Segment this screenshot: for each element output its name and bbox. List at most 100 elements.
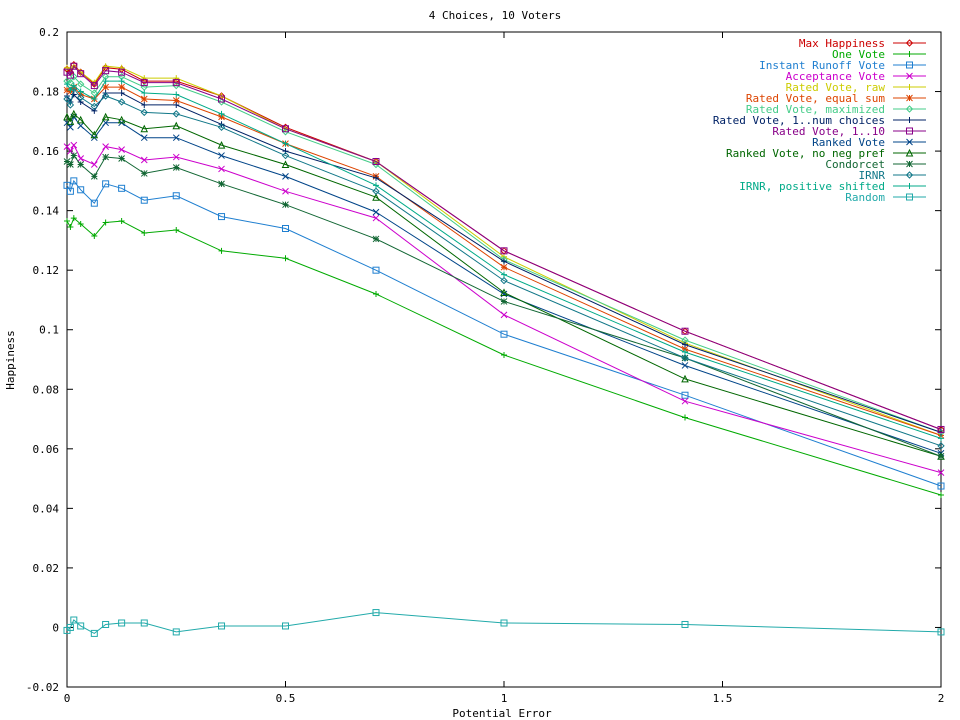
series-2 [63,177,945,490]
data-point [77,221,84,228]
legend-label: Ranked Vote, no neg pref [726,147,885,160]
y-tick-label: 0.04 [33,502,60,515]
data-point [117,98,126,106]
data-point [118,64,125,71]
data-point [501,258,507,265]
legend-label: IRNR, positive shifted [739,180,885,193]
data-point [172,79,180,87]
series-line [66,154,942,457]
series-line [66,65,942,430]
data-point [282,201,289,209]
x-tick-label: 1.5 [713,692,733,705]
data-point [500,619,508,627]
data-point [681,397,689,405]
data-point [70,109,78,118]
data-point [500,330,508,338]
legend-label: One Vote [832,48,885,61]
data-point [67,123,74,131]
data-point [140,108,148,117]
data-point [66,78,75,87]
legend-label: IRNR [859,169,886,182]
data-point [218,622,226,630]
data-point [77,122,85,130]
legend-marker [906,61,913,69]
data-point [118,83,125,91]
data-point [173,91,180,98]
data-point [70,141,78,149]
series-lines [63,61,945,637]
legend-marker [906,127,913,135]
data-point [77,70,85,78]
series-14 [63,609,945,637]
data-point [937,425,945,433]
x-tick-label: 0.5 [276,692,296,705]
data-point [281,128,290,136]
data-point [140,95,148,103]
data-point [90,130,99,139]
data-point [90,161,98,168]
data-point [70,72,78,81]
legend-label: Random [845,191,885,204]
data-point [91,232,98,239]
legend-label: Rated Vote, equal sum [746,92,885,105]
legend-marker [905,39,914,47]
data-point [117,115,126,124]
data-point [77,186,85,194]
data-point [372,266,380,274]
y-tick-label: 0.06 [33,443,60,456]
x-tick-label: 0 [64,692,71,705]
data-point [70,152,78,159]
y-axis-title: Happiness [4,330,17,390]
data-point [281,160,290,168]
data-point [70,616,78,624]
data-point [140,124,149,133]
legend-marker [906,72,913,80]
data-point [140,79,148,87]
data-point [173,101,180,108]
data-point [372,235,380,243]
series-line [66,87,942,447]
data-point [681,374,689,383]
series-line [66,144,942,474]
x-tick-label: 1 [501,692,508,705]
data-point [218,152,225,159]
data-point [500,288,508,297]
data-point [76,80,85,88]
data-point [70,91,77,98]
data-point [500,247,508,255]
legend-label: Rated Vote, 1..10 [772,125,885,138]
data-point [282,187,289,195]
data-point [218,180,225,188]
data-point [102,219,109,226]
data-point [90,199,98,207]
data-point [172,121,181,130]
legend-label: Rated Vote, 1..num choices [713,114,885,127]
data-point [64,81,70,88]
data-point [372,214,380,222]
data-point [67,224,74,231]
data-point [282,140,289,147]
y-tick-label: 0.12 [33,264,60,277]
data-point [218,95,226,103]
data-point [681,327,689,335]
data-point [66,187,74,195]
data-point [118,78,125,85]
data-point [63,95,71,103]
x-axis-title: Potential Error [452,707,552,720]
data-point [118,90,125,97]
legend-label: Condorcet [825,158,885,171]
series-line [66,179,942,487]
data-point [218,247,225,254]
data-point [91,95,98,102]
data-point [172,81,180,90]
data-point [101,112,110,121]
data-point [172,77,180,85]
data-point [77,88,84,95]
data-point [67,147,74,155]
data-point [372,208,380,216]
data-point [102,67,110,75]
data-point [937,628,945,636]
data-point [102,620,110,628]
y-tick-label: 0.08 [33,383,60,396]
legend-marker [906,183,913,189]
